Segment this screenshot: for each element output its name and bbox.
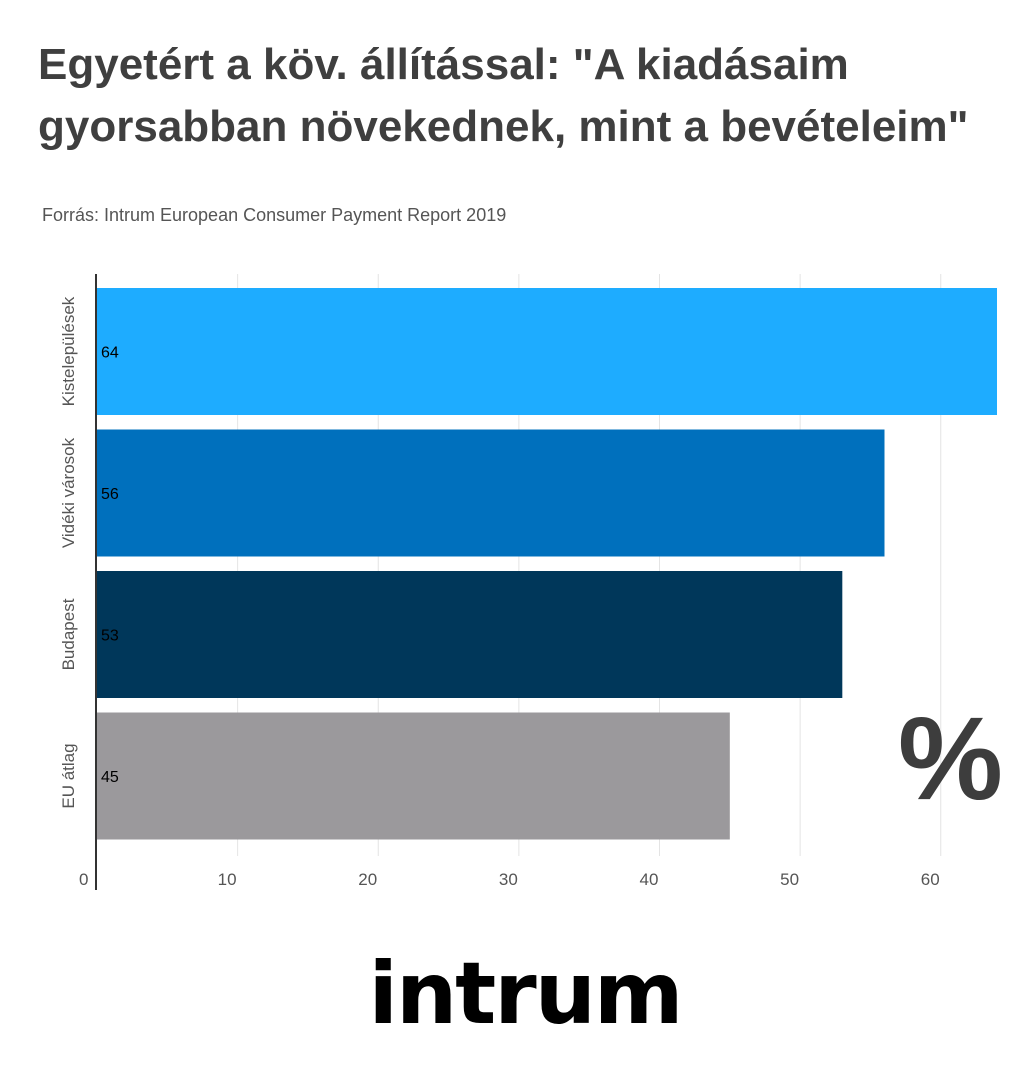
bar-chart: 64 56 53 45 0 10 20 30 40 50 60 Kistelepülések Vidé… — [59, 274, 997, 890]
x-tick-label-20: 20 — [358, 870, 377, 889]
bars: 64 56 53 45 — [97, 288, 997, 840]
bar-1 — [97, 429, 885, 557]
category-label-2: Budapest — [59, 598, 78, 670]
x-tick-label-50: 50 — [780, 870, 799, 889]
bar-0 — [97, 288, 997, 415]
value-label-1: 56 — [101, 486, 119, 503]
bar-2 — [97, 571, 843, 698]
chart-title: Egyetért a köv. állítással: "A kiadásaim… — [38, 40, 969, 151]
x-tick-label-30: 30 — [499, 870, 518, 889]
category-label-0: Kistelepülések — [59, 296, 78, 406]
value-label-2: 53 — [101, 628, 119, 645]
intrum-logo: intrum — [368, 944, 683, 1044]
x-tick-label-40: 40 — [640, 870, 659, 889]
bar-3 — [97, 712, 730, 840]
value-label-3: 45 — [101, 769, 119, 786]
chart-source: Forrás: Intrum European Consumer Payment… — [42, 205, 507, 225]
x-tick-label-10: 10 — [218, 870, 237, 889]
value-label-0: 64 — [101, 345, 119, 362]
percent-symbol: % — [898, 693, 1003, 825]
axes: 0 10 20 30 40 50 60 Kistelepülések Vidéki városo… — [59, 274, 940, 890]
x-tick-label-60: 60 — [921, 870, 940, 889]
category-label-3: EU átlag — [59, 743, 78, 808]
x-tick-label-0: 0 — [79, 870, 88, 889]
category-label-1: Vidéki városok — [59, 437, 78, 548]
